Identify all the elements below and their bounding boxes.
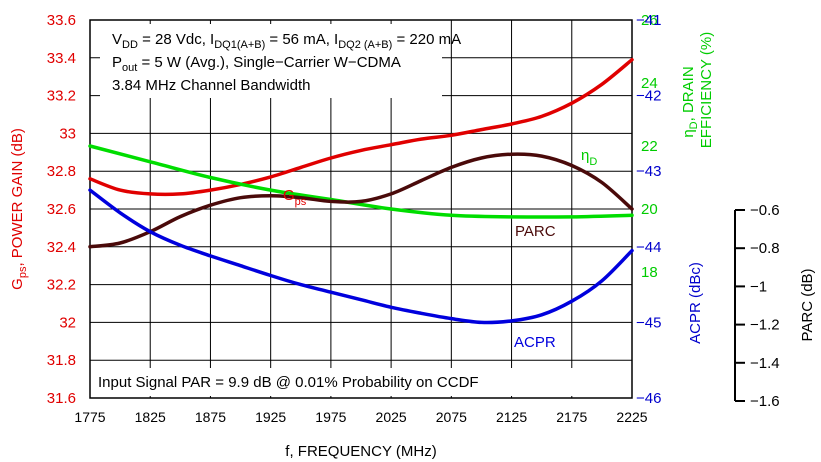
x-tick-label: 1975: [315, 409, 346, 425]
gain-tick-label: 32.8: [47, 163, 76, 180]
gain-tick-label: 33.6: [47, 12, 76, 29]
x-tick-label: 1925: [255, 409, 286, 425]
acpr-tick-label: −46: [636, 390, 661, 407]
series-label-gps: Gps: [283, 187, 307, 208]
series-line-acpr: [88, 188, 634, 325]
efficiency-tick-label: 24: [641, 75, 658, 92]
conditions-line-3: 3.84 MHz Channel Bandwidth: [112, 77, 310, 94]
conditions-box: [100, 24, 442, 98]
x-tick-label: 2025: [376, 409, 407, 425]
series-line-parc: [88, 152, 634, 249]
series-label-parc: PARC: [515, 223, 556, 240]
x-axis-title: f, FREQUENCY (MHz): [285, 443, 436, 460]
parc-tick-label: −1.4: [750, 355, 780, 372]
x-tick-label: 1875: [195, 409, 226, 425]
acpr-tick-label: −41: [636, 12, 661, 29]
note-box: [92, 368, 624, 396]
x-tick-label: 1825: [135, 409, 166, 425]
acpr-tick-label: −42: [636, 88, 661, 105]
x-tick-label: 2075: [436, 409, 467, 425]
conditions-line-1: VDD = 28 Vdc, IDQ1(A+B) = 56 mA, IDQ2 (A…: [112, 31, 461, 51]
efficiency-tick-label: 18: [641, 264, 658, 281]
gain-tick-label: 33.4: [47, 50, 76, 67]
parc-axis: −0.6 −0.8 −1 −1.2 −1.4 −1.6: [734, 202, 780, 410]
series-label-acpr: ACPR: [514, 334, 556, 351]
parc-axis-title: PARC (dB): [799, 268, 816, 341]
efficiency-axis-title-line2: EFFICIENCY (%): [698, 32, 715, 148]
efficiency-axis-title-line1: ηD, DRAIN: [680, 66, 700, 137]
parc-tick-label: −0.8: [750, 240, 780, 257]
acpr-tick-label: −44: [636, 239, 661, 256]
parc-tick-label: −1: [750, 278, 767, 295]
series-line-gps: [88, 57, 634, 197]
acpr-tick-label: −45: [636, 314, 661, 331]
x-tick-label: 1775: [74, 409, 105, 425]
tick-labels: 1775 1825 1875 1925 1975 2025 2075 2125 2175 2225…: [47, 12, 662, 425]
efficiency-tick-label: 26: [641, 12, 658, 29]
gain-tick-label: 31.6: [47, 390, 76, 407]
bottom-note: Input Signal PAR = 9.9 dB @ 0.01% Probab…: [98, 374, 479, 391]
efficiency-tick-label: 22: [641, 138, 658, 155]
gain-tick-label: 32.4: [47, 239, 76, 256]
acpr-axis-title: ACPR (dBc): [687, 262, 704, 344]
parc-tick-label: −1.6: [750, 393, 780, 410]
gain-tick-label: 32.2: [47, 277, 76, 294]
gain-tick-label: 32: [59, 314, 76, 331]
gain-tick-label: 32.6: [47, 201, 76, 218]
efficiency-tick-label: 20: [641, 201, 658, 218]
series-layer: [88, 57, 634, 325]
gain-tick-label: 31.8: [47, 352, 76, 369]
gain-tick-label: 33.2: [47, 88, 76, 105]
parc-tick-label: −0.6: [750, 202, 780, 219]
parc-tick-label: −1.2: [750, 317, 780, 334]
x-tick-label: 2225: [616, 409, 647, 425]
series-line-efficiency: [88, 144, 634, 219]
conditions-line-2: Pout = 5 W (Avg.), Single−Carrier W−CDMA: [112, 54, 401, 74]
gain-tick-label: 33: [59, 125, 76, 142]
acpr-tick-label: −43: [636, 163, 661, 180]
x-tick-label: 2175: [556, 409, 587, 425]
series-label-eta: ηD: [581, 147, 597, 168]
x-tick-label: 2125: [496, 409, 527, 425]
gain-axis-title: Gps, POWER GAIN (dB): [9, 128, 29, 290]
